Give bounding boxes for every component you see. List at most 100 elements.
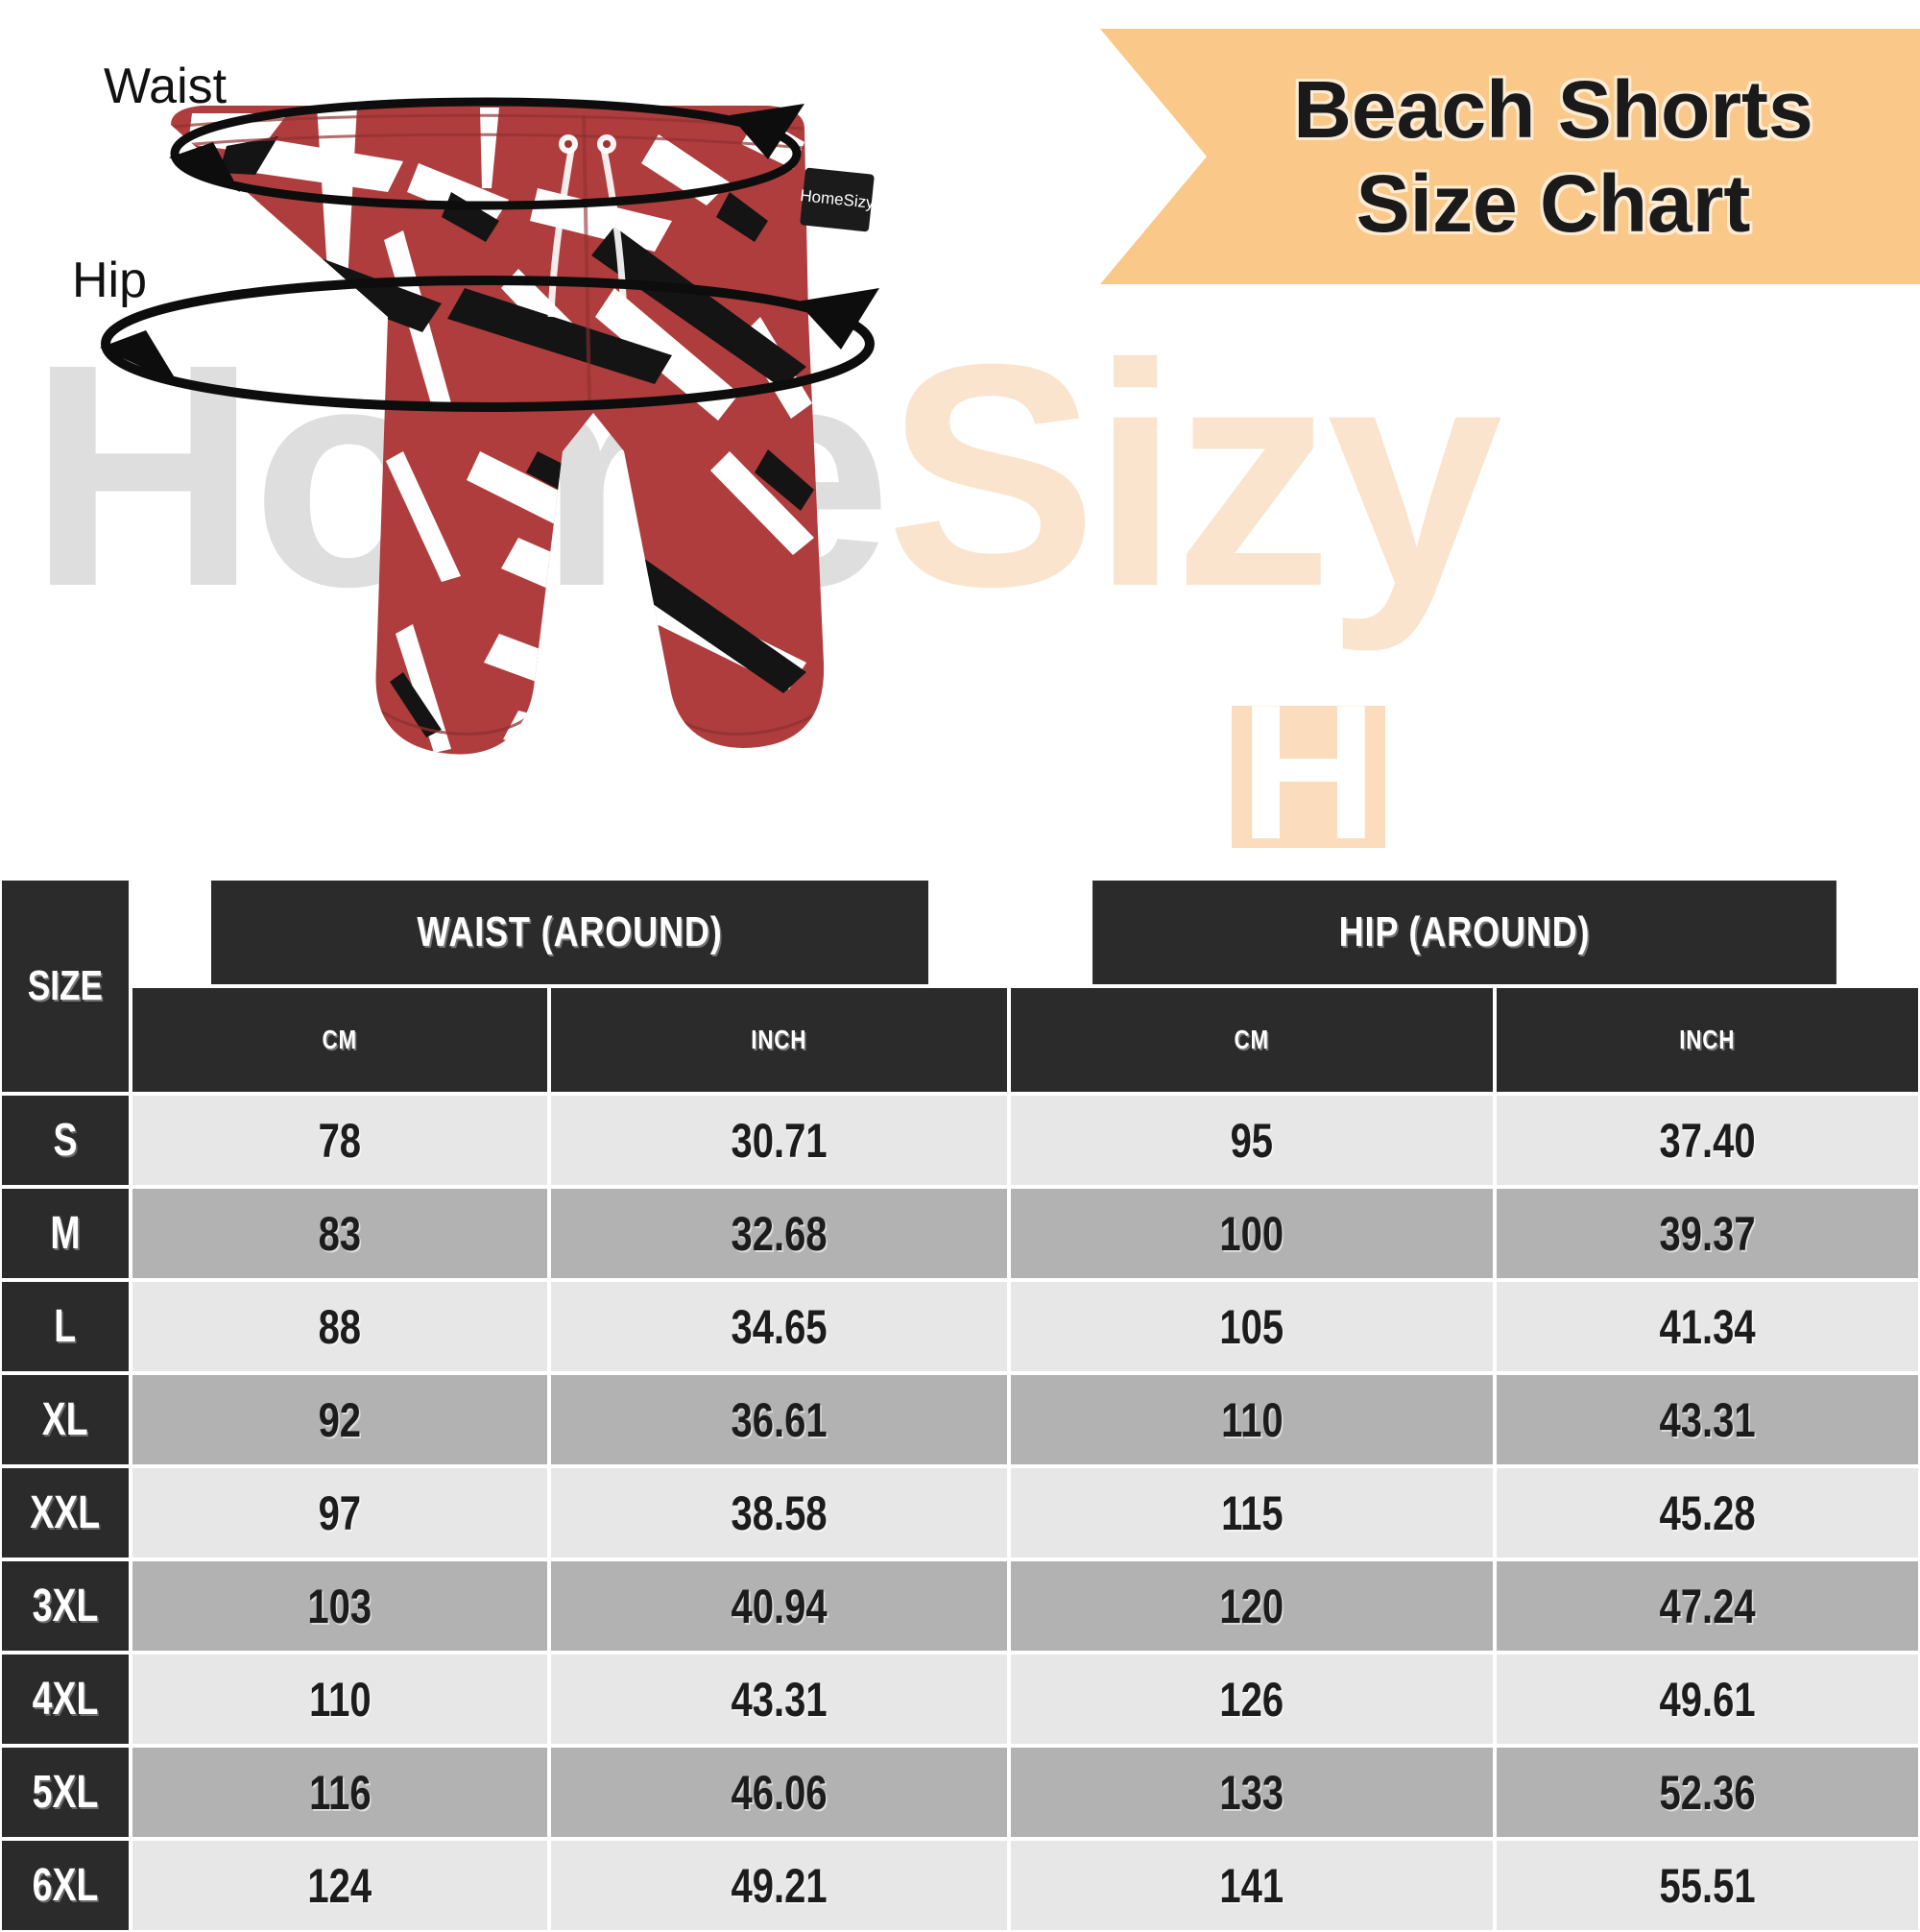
- waist-inch-value: 32.68: [731, 1206, 828, 1261]
- header-waist-cm: CM: [131, 986, 549, 1094]
- hip-inch-value: 55.51: [1659, 1858, 1756, 1913]
- cell-hip-cm: 105: [1009, 1280, 1495, 1373]
- waist-inch-value: 49.21: [731, 1858, 828, 1913]
- table-row: 5XL 116 46.06 133 52.36: [0, 1746, 1920, 1839]
- waist-inch-value: 38.58: [731, 1485, 828, 1540]
- header-group-waist-label: WAIST (AROUND): [417, 908, 723, 955]
- table-row: L 88 34.65 105 41.34: [0, 1280, 1920, 1373]
- cell-size: XXL: [0, 1466, 131, 1559]
- hip-inch-value: 47.24: [1659, 1579, 1756, 1633]
- cell-size: 4XL: [0, 1653, 131, 1746]
- table-row: M 83 32.68 100 39.37: [0, 1187, 1920, 1280]
- hip-cm-value: 133: [1219, 1765, 1284, 1820]
- banner-title-line-1: Beach Shorts: [1293, 63, 1813, 155]
- table-row: S 78 30.71 95 37.40: [0, 1094, 1920, 1187]
- hip-measure-arrow: [100, 275, 879, 413]
- cell-waist-inch: 38.58: [549, 1466, 1009, 1559]
- hip-inch-value: 39.37: [1659, 1206, 1756, 1261]
- waist-cm-value: 110: [308, 1672, 372, 1727]
- waist-inch-value: 43.31: [731, 1672, 828, 1727]
- cell-hip-cm: 115: [1009, 1466, 1495, 1559]
- cell-waist-inch: 43.31: [549, 1653, 1009, 1746]
- header-group-hip: HIP (AROUND): [1091, 879, 1838, 986]
- table-row: XL 92 36.61 110 43.31: [0, 1373, 1920, 1466]
- hip-inch-value: 37.40: [1659, 1113, 1756, 1168]
- waist-inch-value: 36.61: [731, 1392, 828, 1447]
- hip-inch-value: 45.28: [1659, 1485, 1756, 1540]
- size-chart-table: SIZE WAIST (AROUND) HIP (AROUND) CM INCH…: [0, 879, 1920, 1932]
- cell-waist-cm: 88: [131, 1280, 549, 1373]
- cell-hip-inch: 52.36: [1495, 1746, 1920, 1839]
- cell-size: 3XL: [0, 1559, 131, 1653]
- cell-hip-inch: 41.34: [1495, 1280, 1920, 1373]
- waist-measure-arrow: [169, 97, 804, 210]
- table-row: 3XL 103 40.94 120 47.24: [0, 1559, 1920, 1653]
- header-group-hip-label: HIP (AROUND): [1338, 908, 1591, 955]
- cell-waist-cm: 116: [131, 1746, 549, 1839]
- cell-size: 5XL: [0, 1746, 131, 1839]
- cell-hip-cm: 126: [1009, 1653, 1495, 1746]
- table-row: 6XL 124 49.21 141 55.51: [0, 1839, 1920, 1932]
- table-row: 4XL 110 43.31 126 49.61: [0, 1653, 1920, 1746]
- header-hip-inch: INCH: [1495, 986, 1920, 1094]
- product-image-panel: HomeSizy Waist Hip: [0, 0, 1018, 883]
- hip-cm-value: 110: [1220, 1392, 1284, 1447]
- hip-cm-value: 141: [1219, 1858, 1284, 1913]
- cell-waist-inch: 32.68: [549, 1187, 1009, 1280]
- garment-brand-tag: HomeSizy: [800, 167, 876, 232]
- cell-hip-inch: 37.40: [1495, 1094, 1920, 1187]
- hip-cm-value: 115: [1220, 1485, 1284, 1540]
- header-size: SIZE: [0, 879, 131, 1094]
- size-value: 6XL: [32, 1860, 99, 1911]
- size-value: S: [53, 1115, 78, 1166]
- cell-waist-cm: 92: [131, 1373, 549, 1466]
- waist-inch-value: 46.06: [731, 1765, 828, 1820]
- cell-hip-inch: 39.37: [1495, 1187, 1920, 1280]
- brand-logo-mark: H: [1232, 665, 1385, 880]
- size-value: M: [50, 1208, 81, 1259]
- size-value: 4XL: [32, 1674, 99, 1725]
- size-chart-table-container: SIZE WAIST (AROUND) HIP (AROUND) CM INCH…: [0, 879, 1920, 1932]
- cell-size: 6XL: [0, 1839, 131, 1932]
- size-value: XXL: [30, 1487, 101, 1538]
- hip-cm-value: 95: [1230, 1113, 1274, 1168]
- waist-cm-value: 103: [307, 1579, 372, 1633]
- hip-cm-value: 126: [1219, 1672, 1284, 1727]
- cell-hip-cm: 120: [1009, 1559, 1495, 1653]
- table-header-row-units: CM INCH CM INCH: [0, 986, 1920, 1094]
- header-waist-inch-label: INCH: [751, 1025, 807, 1054]
- hip-inch-value: 41.34: [1659, 1299, 1756, 1354]
- cell-size: M: [0, 1187, 131, 1280]
- cell-size: XL: [0, 1373, 131, 1466]
- waist-inch-value: 30.71: [731, 1113, 828, 1168]
- waist-inch-value: 34.65: [731, 1299, 828, 1354]
- cell-hip-inch: 45.28: [1495, 1466, 1920, 1559]
- brand-logo-letter: H: [1238, 665, 1379, 880]
- header-hip-inch-label: INCH: [1679, 1025, 1736, 1054]
- hip-inch-value: 43.31: [1659, 1392, 1756, 1447]
- waist-cm-value: 78: [318, 1113, 362, 1168]
- cell-hip-cm: 100: [1009, 1187, 1495, 1280]
- cell-hip-cm: 110: [1009, 1373, 1495, 1466]
- cell-hip-inch: 47.24: [1495, 1559, 1920, 1653]
- cell-waist-cm: 103: [131, 1559, 549, 1653]
- waist-cm-value: 116: [308, 1765, 372, 1820]
- waist-cm-value: 88: [318, 1299, 362, 1354]
- cell-waist-cm: 83: [131, 1187, 549, 1280]
- table-header-row-groups: SIZE WAIST (AROUND) HIP (AROUND): [0, 879, 1920, 1094]
- header-waist-inch: INCH: [549, 986, 1009, 1094]
- beach-shorts-illustration: HomeSizy: [100, 97, 879, 755]
- cell-hip-inch: 43.31: [1495, 1373, 1920, 1466]
- hip-cm-value: 120: [1219, 1579, 1284, 1633]
- cell-hip-inch: 55.51: [1495, 1839, 1920, 1932]
- cell-waist-inch: 46.06: [549, 1746, 1009, 1839]
- header-hip-cm-label: CM: [1234, 1025, 1270, 1054]
- waist-label: Waist: [104, 59, 228, 114]
- cell-size: L: [0, 1280, 131, 1373]
- cell-size: S: [0, 1094, 131, 1187]
- hip-cm-value: 100: [1219, 1206, 1284, 1261]
- size-value: L: [54, 1301, 77, 1352]
- waist-cm-value: 97: [318, 1485, 362, 1540]
- cell-hip-cm: 133: [1009, 1746, 1495, 1839]
- header-size-label: SIZE: [27, 962, 104, 1009]
